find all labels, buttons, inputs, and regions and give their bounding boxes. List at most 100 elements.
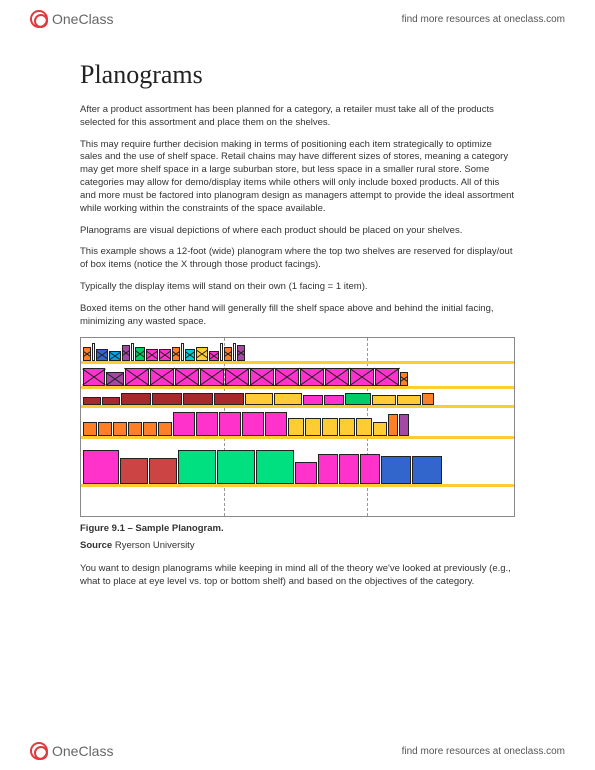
planogram-product [237,345,245,361]
paragraph: This example shows a 12-foot (wide) plan… [80,246,515,272]
planogram-product [200,368,224,386]
logo: OneClass [30,10,113,28]
planogram-product [305,418,321,436]
planogram-product [325,368,349,386]
planogram-product [324,395,344,405]
resources-link[interactable]: find more resources at oneclass.com [402,14,565,25]
planogram-product [146,349,158,361]
resources-link[interactable]: find more resources at oneclass.com [402,746,565,757]
paragraph: After a product assortment has been plan… [80,104,515,130]
planogram-product [275,368,299,386]
planogram-product [150,368,174,386]
planogram-product [149,458,177,484]
planogram-product [288,418,304,436]
planogram-product [400,372,408,386]
planogram-product [214,393,244,405]
planogram-product [98,422,112,436]
planogram-product [128,422,142,436]
planogram-product [318,454,338,484]
planogram-product [375,368,399,386]
planogram-product [113,422,127,436]
planogram-shelf [81,448,514,484]
planogram-product [265,412,287,436]
figure-source: Source Ryerson University [80,540,515,553]
figure-label: Figure 9.1 – Sample Planogram. [80,523,224,534]
planogram-product [303,395,323,405]
planogram-product [185,349,195,361]
planogram-product [224,347,232,361]
planogram-product [388,414,398,436]
planogram-product [209,351,219,361]
planogram-product [152,393,182,405]
planogram-product [233,343,236,361]
planogram-product [300,368,324,386]
planogram-product [109,351,121,361]
planogram-product [106,372,124,386]
planogram-shelf-line [81,405,514,408]
planogram-product [83,368,105,386]
planogram-product [225,368,249,386]
planogram-product [102,397,120,405]
planogram-figure [80,337,515,517]
planogram-shelf [81,410,514,436]
planogram-product [295,462,317,484]
planogram-product [178,450,216,484]
planogram-product [399,414,409,436]
planogram-product [83,397,101,405]
planogram-product [158,422,172,436]
planogram-shelf [81,391,514,405]
logo-text: OneClass [52,743,113,759]
logo-text: OneClass [52,11,113,27]
planogram-product [339,454,359,484]
planogram-product [131,343,134,361]
planogram-product [120,458,148,484]
planogram-product [175,368,199,386]
logo: OneClass [30,742,113,760]
planogram-product [345,393,371,405]
paragraph: This may require further decision making… [80,139,515,216]
planogram-product [181,343,184,361]
planogram-product [125,368,149,386]
planogram-product [381,456,411,484]
planogram-product [135,347,145,361]
planogram-product [196,347,208,361]
planogram-shelf-line [81,361,514,364]
planogram-shelf-line [81,484,514,487]
planogram-product [242,412,264,436]
planogram-shelf-line [81,436,514,439]
planogram-product [360,454,380,484]
planogram-shelf [81,341,514,361]
planogram-product [397,395,421,405]
planogram-product [183,393,213,405]
logo-icon [30,10,48,28]
planogram-product [83,450,119,484]
planogram-product [159,349,171,361]
document-body: Planograms After a product assortment ha… [0,0,595,638]
planogram-product [92,343,95,361]
planogram-shelf-line [81,386,514,389]
planogram-product [322,418,338,436]
source-value: Ryerson University [115,540,195,551]
planogram-product [256,450,294,484]
planogram-product [121,393,151,405]
planogram-product [196,412,218,436]
planogram-product [350,368,374,386]
planogram-product [219,412,241,436]
paragraph: You want to design planograms while keep… [80,563,515,589]
planogram-product [172,347,180,361]
planogram-product [245,393,273,405]
planogram-product [412,456,442,484]
planogram-product [250,368,274,386]
planogram-product [372,395,396,405]
paragraph: Planograms are visual depictions of wher… [80,225,515,238]
planogram-product [173,412,195,436]
planogram-product [339,418,355,436]
planogram-product [356,418,372,436]
figure-caption: Figure 9.1 – Sample Planogram. [80,523,515,536]
planogram-product [274,393,302,405]
planogram-product [422,393,434,405]
logo-icon [30,742,48,760]
page-header: OneClass find more resources at oneclass… [0,4,595,34]
planogram-product [83,422,97,436]
paragraph: Boxed items on the other hand will gener… [80,303,515,329]
